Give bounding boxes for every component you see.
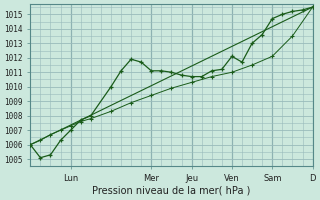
X-axis label: Pression niveau de la mer( hPa ): Pression niveau de la mer( hPa ) <box>92 186 251 196</box>
